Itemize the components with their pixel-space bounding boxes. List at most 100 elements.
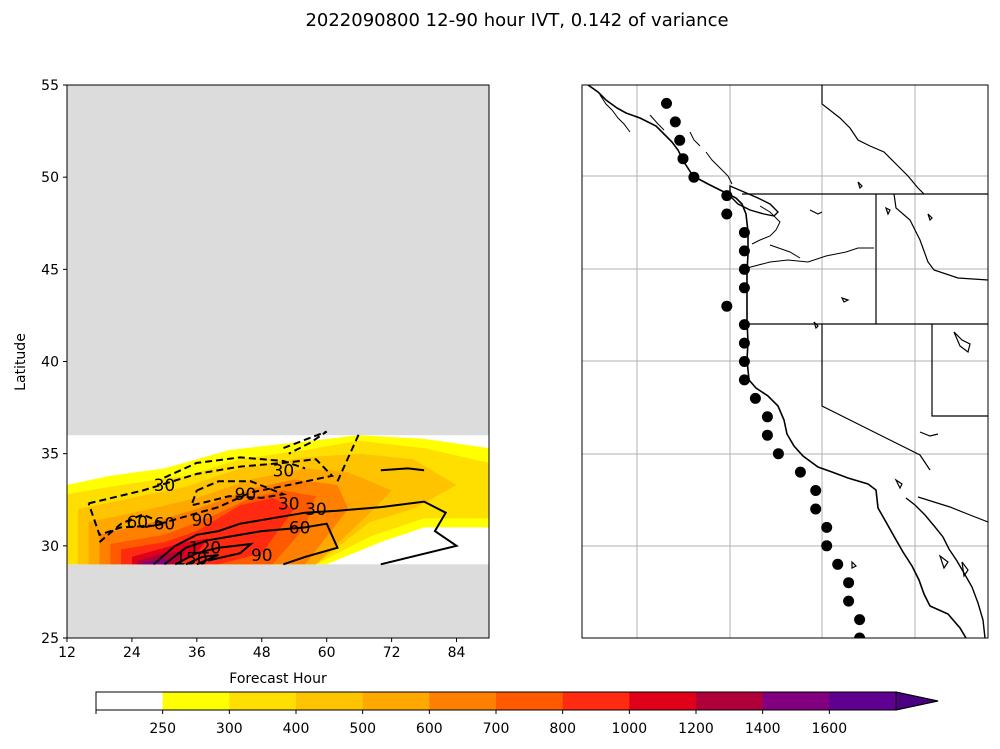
map-point xyxy=(854,632,866,638)
map-point xyxy=(821,521,833,533)
colorbar-cell xyxy=(229,692,297,710)
map-point xyxy=(761,429,773,441)
colorbar-tick-label: 1000 xyxy=(611,721,647,737)
contour-label: 90 xyxy=(235,485,257,505)
map-frame xyxy=(581,84,989,639)
map-point xyxy=(794,466,806,478)
ivt-fill-800 xyxy=(121,497,295,565)
colorbar-cell xyxy=(829,692,897,710)
map-point xyxy=(738,374,750,386)
colorbar-tick-label: 800 xyxy=(549,721,576,737)
x-tick-label: 72 xyxy=(383,645,401,661)
map-point xyxy=(832,558,844,570)
map-point xyxy=(721,190,733,202)
map-point xyxy=(738,245,750,257)
x-tick-label: 24 xyxy=(123,645,141,661)
inner-coast xyxy=(599,94,801,259)
map-point xyxy=(738,263,750,275)
contour-label: 30 xyxy=(305,500,327,520)
x-tick-label: 84 xyxy=(448,645,466,661)
lakes xyxy=(809,181,971,578)
contour-label: 30 xyxy=(154,476,176,496)
y-axis-label: Latitude xyxy=(13,333,29,391)
contour-label: 150 xyxy=(175,550,207,570)
colorbar-tick-label: 600 xyxy=(416,721,443,737)
y-tick-label: 25 xyxy=(41,631,59,647)
map-point xyxy=(854,614,866,626)
y-tick-label: 30 xyxy=(41,539,59,555)
map-point xyxy=(721,208,733,220)
contour-label: 90 xyxy=(191,511,213,531)
map-point xyxy=(843,595,855,607)
map-point xyxy=(721,300,733,312)
y-tick-label: 35 xyxy=(41,447,59,463)
map-point xyxy=(761,411,773,423)
map-point xyxy=(688,171,700,183)
colorbar-tick-label: 500 xyxy=(349,721,376,737)
anomaly-contour-3 xyxy=(336,432,361,482)
contour-label: 60 xyxy=(154,515,176,535)
x-axis-label: Forecast Hour xyxy=(229,671,327,687)
x-tick-label: 12 xyxy=(58,645,76,661)
colorbar: 250 300 400 500 600 700 800 1000 1200 1400 1600 xyxy=(95,691,939,737)
contour-label: 90 xyxy=(251,546,273,566)
colorbar-tick-label: 1600 xyxy=(811,721,847,737)
colorbar-tick-label: 300 xyxy=(216,721,243,737)
political-borders xyxy=(742,85,988,523)
anomaly-contour-10 xyxy=(380,467,425,472)
contour-label: 120 xyxy=(189,539,221,559)
anomaly-contour-4 xyxy=(189,480,288,507)
colorbar-tick-label: 1400 xyxy=(745,721,781,737)
map-point xyxy=(810,485,822,496)
colorbar-cell xyxy=(429,692,497,710)
map-point xyxy=(738,319,750,331)
colorbar-outline xyxy=(95,691,939,711)
contour-label: 60 xyxy=(289,518,311,538)
x-tick-label: 60 xyxy=(318,645,336,661)
contour-label: 60 xyxy=(126,513,148,533)
colorbar-cell xyxy=(762,692,830,710)
colorbar-tick-label: 250 xyxy=(149,721,176,737)
map-point xyxy=(738,227,750,238)
map-point xyxy=(677,153,689,165)
map-point xyxy=(738,337,750,349)
map-point xyxy=(661,97,672,109)
colorbar-tick-label: 400 xyxy=(283,721,310,737)
map-point xyxy=(738,282,750,294)
colorbar-tick-label: 1200 xyxy=(678,721,714,737)
anomaly-contour-2 xyxy=(283,430,328,455)
y-tick-label: 55 xyxy=(41,78,59,94)
anomaly-contour-1 xyxy=(87,458,335,537)
map-point xyxy=(738,356,750,367)
y-tick-label: 45 xyxy=(41,262,59,278)
anomaly-contour-8 xyxy=(174,542,255,566)
colorbar-cell xyxy=(96,692,164,710)
map-point xyxy=(749,392,761,404)
map-point xyxy=(669,116,681,128)
colorbar-tick-label: 700 xyxy=(483,721,510,737)
missing-data-band xyxy=(67,85,489,436)
map-point xyxy=(843,577,855,589)
contour-label: 30 xyxy=(278,494,300,514)
columbia-river xyxy=(746,247,874,269)
map-point xyxy=(821,540,833,552)
missing-data-band xyxy=(67,564,489,638)
colorbar-cell xyxy=(696,692,764,710)
anomaly-contour-5 xyxy=(98,513,168,543)
map-panel xyxy=(581,84,989,639)
y-tick-label: 50 xyxy=(41,170,59,186)
colorbar-cell xyxy=(162,692,230,710)
anomaly-contour-7 xyxy=(163,522,339,566)
colorbar-cell xyxy=(496,692,564,710)
x-tick-label: 36 xyxy=(188,645,206,661)
y-tick-label: 40 xyxy=(41,355,59,371)
map-point xyxy=(772,448,784,460)
map-point xyxy=(810,503,822,515)
anomaly-contour-9 xyxy=(185,554,219,566)
anomaly-contour-6 xyxy=(152,500,459,566)
colorbar-cell xyxy=(629,692,697,710)
contour-label: 30 xyxy=(273,461,295,481)
x-tick-label: 48 xyxy=(253,645,271,661)
